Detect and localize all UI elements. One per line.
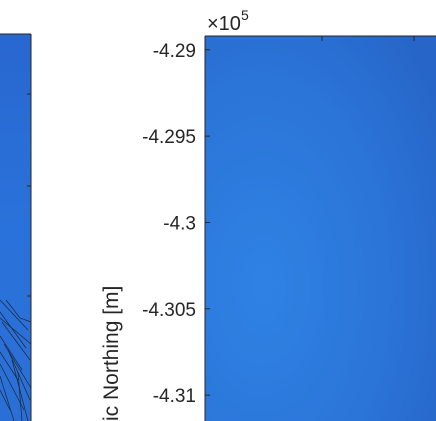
y-exponent-power: 5 [241,7,249,23]
y-tick-label: -4.29 [153,41,196,62]
y-tick-label: -4.3 [163,213,196,234]
right-plot-area [205,36,436,421]
left-plot-panel [0,33,32,421]
y-exponent-base: ×10 [207,13,241,35]
left-plot-area [0,34,31,421]
left-contour-lines [0,299,32,421]
right-plot-panel: -4.29 -4.295 -4.3 -4.305 -4.31 ×105 ic North… [100,7,436,421]
left-tick-marks [27,93,31,297]
y-tick-label: -4.305 [142,300,196,321]
right-y-ticks: -4.29 -4.295 -4.3 -4.305 -4.31 [142,41,210,407]
y-tick-label: -4.295 [142,127,196,148]
top-tick-marks [321,36,415,41]
y-exponent-label: ×105 [207,7,249,35]
y-tick-label: -4.31 [153,386,196,407]
y-axis-label: ic Northing [m] [100,286,123,421]
